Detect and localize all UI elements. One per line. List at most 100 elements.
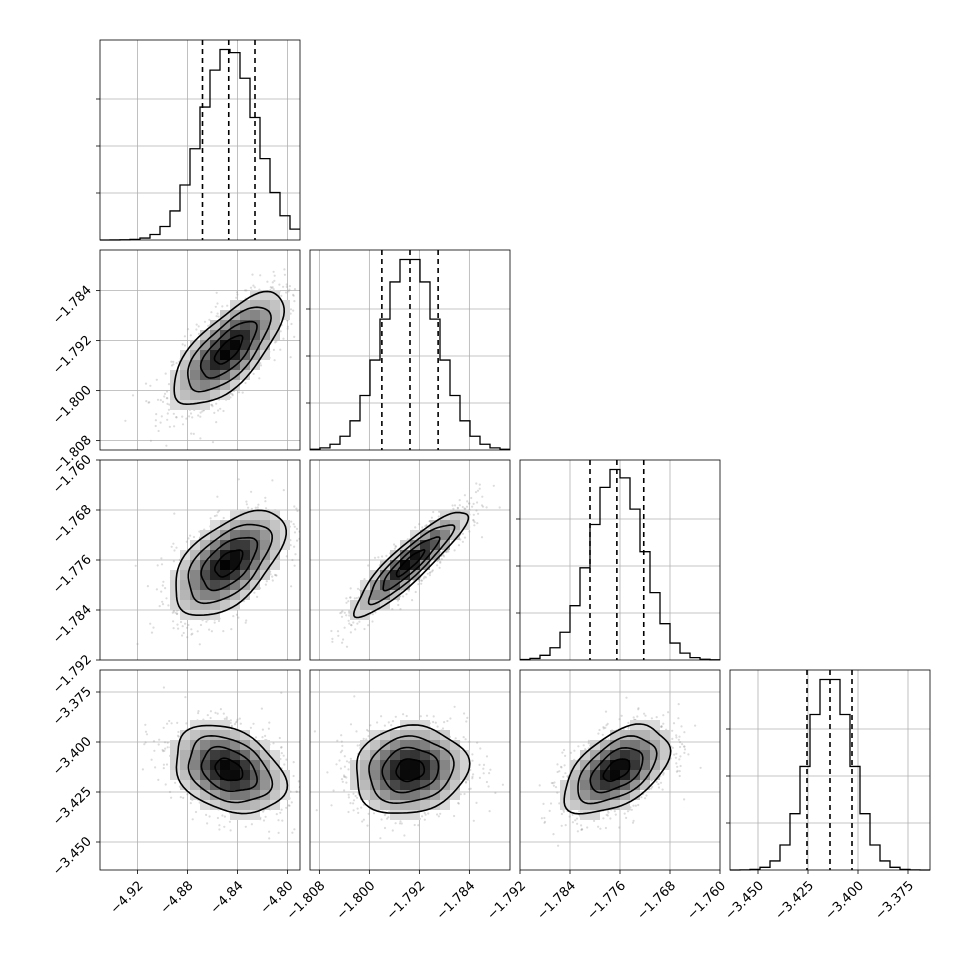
scatter-point	[422, 577, 425, 580]
density-cell	[430, 540, 440, 550]
scatter-point	[216, 511, 219, 514]
scatter-point	[478, 487, 481, 490]
scatter-point	[293, 505, 296, 508]
scatter-point	[237, 616, 240, 619]
density-cell	[420, 780, 430, 790]
scatter-point	[478, 483, 481, 486]
density-cell	[230, 760, 240, 770]
scatter-point	[471, 777, 474, 780]
density-cell	[170, 760, 180, 770]
density-cell	[260, 770, 270, 780]
scatter-point	[155, 588, 158, 591]
density-cell	[190, 400, 200, 410]
density-cell	[190, 390, 200, 400]
scatter-point	[183, 344, 187, 347]
scatter-point	[205, 813, 208, 817]
scatter-point	[275, 574, 278, 577]
density-cell	[440, 770, 450, 780]
density-cell	[240, 760, 250, 770]
panel-frame	[99, 249, 301, 451]
scatter-point	[280, 752, 283, 755]
density-cell	[270, 520, 280, 530]
density-cell	[220, 370, 230, 380]
density-cell	[240, 530, 250, 540]
scatter-point	[222, 712, 225, 715]
density-cell	[370, 770, 380, 780]
scatter-point	[391, 608, 394, 611]
scatter-point	[456, 507, 459, 510]
scatter-point	[463, 792, 466, 796]
scatter-point	[141, 768, 144, 771]
scatter-point	[222, 630, 225, 633]
scatter-point	[154, 766, 157, 769]
scatter-point	[474, 491, 478, 494]
density-cell	[350, 780, 360, 790]
density-cell	[240, 730, 250, 740]
density-cell	[410, 790, 420, 800]
scatter-point	[468, 740, 471, 744]
scatter-point	[173, 425, 176, 428]
scatter-point	[257, 503, 260, 506]
scatter-point	[181, 625, 184, 628]
scatter-point	[218, 824, 221, 827]
scatter-point	[172, 627, 175, 630]
scatter-point	[159, 421, 162, 424]
scatter-point	[217, 409, 220, 412]
scatter-point	[440, 558, 443, 561]
scatter-point	[443, 721, 446, 724]
scatter-point	[352, 802, 355, 805]
scatter-point	[165, 444, 168, 447]
scatter-point	[166, 741, 169, 744]
density-cell	[420, 750, 430, 760]
density-cell	[260, 780, 270, 790]
scatter-point	[217, 619, 221, 623]
density-cell	[230, 590, 240, 600]
density-cell	[250, 350, 260, 360]
scatter-point	[162, 750, 165, 753]
scatter-point	[355, 597, 358, 600]
scatter-point	[154, 424, 157, 428]
scatter-point	[357, 596, 360, 599]
density-cell	[240, 550, 250, 560]
density-cell	[200, 390, 210, 400]
density-cell	[230, 550, 240, 560]
density-cell	[190, 750, 200, 760]
scatter-point	[162, 686, 165, 689]
density-cell	[240, 590, 250, 600]
scatter-point	[343, 789, 346, 792]
density-cell	[450, 510, 460, 520]
density-cell	[440, 800, 450, 810]
scatter-point	[283, 763, 286, 766]
contour-line	[186, 306, 272, 393]
scatter-point	[231, 394, 234, 397]
scatter-point	[464, 780, 468, 783]
scatter-point	[349, 723, 353, 726]
density-cell	[430, 520, 440, 530]
scatter-point	[192, 432, 195, 435]
density-cell	[450, 750, 460, 760]
scatter-point	[436, 564, 439, 567]
scatter-point	[150, 631, 154, 634]
scatter-point	[335, 763, 338, 766]
scatter-point	[365, 738, 368, 741]
scatter-point	[366, 824, 369, 827]
scatter-point	[144, 723, 147, 726]
density-cell	[210, 340, 220, 350]
density-cell	[360, 760, 370, 770]
density-cell	[400, 790, 410, 800]
scatter-point	[273, 573, 277, 577]
density-cell	[350, 610, 360, 620]
density-cell	[170, 770, 180, 780]
scatter-point	[181, 634, 184, 637]
density-cell	[380, 780, 390, 790]
scatter-point	[275, 813, 278, 816]
scatter-point	[564, 754, 567, 758]
scatter-point	[208, 815, 211, 818]
scatter-point	[353, 695, 356, 698]
scatter-point	[430, 516, 433, 519]
scatter-point	[264, 500, 267, 503]
scatter-point	[157, 743, 160, 746]
scatter-point	[295, 527, 299, 531]
density-cell	[190, 570, 200, 580]
